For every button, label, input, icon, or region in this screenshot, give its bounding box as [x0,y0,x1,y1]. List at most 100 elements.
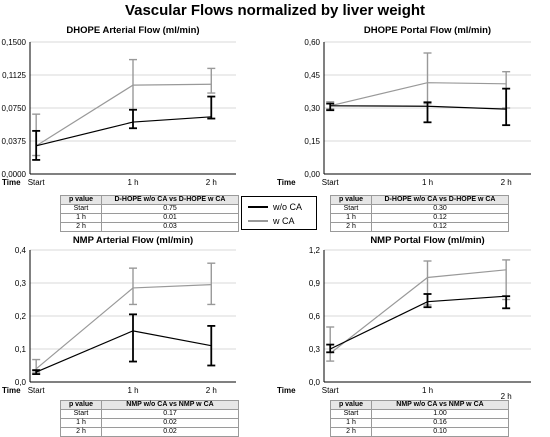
p-table-value-cell: 0.01 [101,213,239,223]
y-tick-label: 0,0000 [2,170,27,179]
p-table-value-cell: NMP w/o CA vs NMP w CA [371,400,509,410]
x-tick-label: 1 h [422,386,433,395]
p-table-value-cell: 1.00 [371,409,509,419]
y-tick-label: 0,1500 [2,38,27,47]
y-tick-label: 0,60 [304,38,320,47]
dhope-portal-chart: DHOPE Portal Flow (ml/min) 0,00 0,15 0,30 0,… [277,25,531,187]
p-table-label-cell: Start [60,204,102,214]
x-tick-label: 1 h [127,178,138,187]
p-table-label-cell: p value [60,400,102,410]
p-table-row: 1 h 0.02 [60,418,239,428]
dhope-portal-p-table: p value D-HOPE w/o CA vs D-HOPE w CA Start… [330,195,509,232]
y-tick-label: 0,0 [309,378,321,387]
p-table-label-cell: 2 h [330,222,372,232]
series-line [330,82,507,107]
p-table-label-cell: Start [60,409,102,419]
nmp-portal-p-table: p value NMP w/o CA vs NMP w CA Start 1.00 1 … [330,400,509,437]
x-axis-label: Time [2,178,21,187]
p-table-label-cell: 2 h [60,222,102,232]
p-table-label-cell: Start [330,409,372,419]
legend-item-without-ca: w/o CA [248,201,302,213]
p-table-value-cell: 0.10 [371,427,509,437]
legend-label: w CA [273,216,295,226]
y-tick-label: 0,4 [15,246,27,255]
x-tick-label: Start [322,386,340,395]
legend-swatch-black [248,206,268,208]
p-table-value-cell: NMP w/o CA vs NMP w CA [101,400,239,410]
y-tick-label: 0,6 [309,312,321,321]
series-line [330,105,507,110]
p-table-label-cell: p value [60,195,102,205]
p-table-value-cell: 0.17 [101,409,239,419]
p-table-row: Start 0.30 [330,204,509,214]
p-table-value-cell: 0.02 [101,418,239,428]
y-tick-label: 0,1 [15,345,27,354]
y-tick-label: 0,00 [304,170,320,179]
series-line [329,269,507,354]
p-table-header: p value D-HOPE w/o CA vs D-HOPE w CA [330,195,509,205]
p-table-label-cell: 1 h [330,418,372,428]
p-table-label-cell: 2 h [60,427,102,437]
p-table-label-cell: Start [330,204,372,214]
x-tick-label: Start [28,386,46,395]
x-tick-label: 2 h [501,178,512,187]
legend: w/o CA w CA [241,196,317,230]
nmp-arterial-chart: NMP Arterial Flow (ml/min) 0,0 0,1 0,2 0,3 0,… [2,235,236,395]
nmp-arterial-p-table: p value NMP w/o CA vs NMP w CA Start 0.17 1 … [60,400,239,437]
chart-title: DHOPE Portal Flow (ml/min) [364,25,491,36]
y-tick-label: 0,1125 [2,71,26,80]
p-table-row: 2 h 0.10 [330,427,509,437]
p-table-row: 1 h 0.16 [330,418,509,428]
y-tick-label: 0,3 [15,279,27,288]
p-table-row: 2 h 0.03 [60,222,239,232]
x-tick-label: 1 h [127,386,138,395]
chart-title: NMP Portal Flow (ml/min) [370,235,484,246]
chart-title: NMP Arterial Flow (ml/min) [73,235,193,246]
p-table-value-cell: 0.30 [371,204,509,214]
y-tick-label: 0,30 [304,104,320,113]
p-table-row: Start 0.17 [60,409,239,419]
x-axis-label: Time [277,386,296,395]
p-table-value-cell: 0.02 [101,427,239,437]
p-table-row: 1 h 0.12 [330,213,509,223]
p-table-value-cell: 0.16 [371,418,509,428]
x-tick-label: Start [322,178,340,187]
y-tick-label: 0,15 [304,137,320,146]
p-table-header: p value NMP w/o CA vs NMP w CA [330,400,509,410]
p-table-label-cell: 1 h [330,213,372,223]
y-tick-label: 0,0 [15,378,27,387]
series-line [329,295,507,350]
p-table-row: 2 h 0.02 [60,427,239,437]
p-table-value-cell: 0.75 [101,204,239,214]
p-table-label-cell: p value [330,400,372,410]
p-table-label-cell: p value [330,195,372,205]
x-axis-label: Time [2,386,21,395]
y-tick-label: 1,2 [309,246,321,255]
legend-item-with-ca: w CA [248,215,295,227]
x-axis-label: Time [277,178,296,187]
nmp-portal-chart: NMP Portal Flow (ml/min) 0,0 0,3 0,6 0,9 1,2 S… [277,235,531,401]
y-tick-label: 0,3 [309,345,321,354]
p-table-row: 2 h 0.12 [330,222,509,232]
figure-title: Vascular Flows normalized by liver weigh… [124,2,426,19]
y-tick-label: 0,9 [309,279,321,288]
p-table-label-cell: 1 h [60,418,102,428]
p-table-row: 1 h 0.01 [60,213,239,223]
x-tick-label: 1 h [422,178,433,187]
p-table-row: Start 1.00 [330,409,509,419]
p-table-value-cell: D-HOPE w/o CA vs D-HOPE w CA [101,195,239,205]
y-tick-label: 0,2 [15,312,27,321]
legend-label: w/o CA [273,202,303,212]
chart-title: DHOPE Arterial Flow (ml/min) [66,25,199,36]
x-tick-label: 2 h [206,386,217,395]
p-table-row: Start 0.75 [60,204,239,214]
dhope-arterial-p-table: p value D-HOPE w/o CA vs D-HOPE w CA Start… [60,195,239,232]
p-table-label-cell: 1 h [60,213,102,223]
p-table-value-cell: 0.03 [101,222,239,232]
p-table-value-cell: 0.12 [371,213,509,223]
p-table-header: p value NMP w/o CA vs NMP w CA [60,400,239,410]
y-tick-label: 0,0375 [2,137,27,146]
x-tick-label: 2 h [501,392,512,401]
p-table-label-cell: 2 h [330,427,372,437]
series-line [35,284,212,370]
